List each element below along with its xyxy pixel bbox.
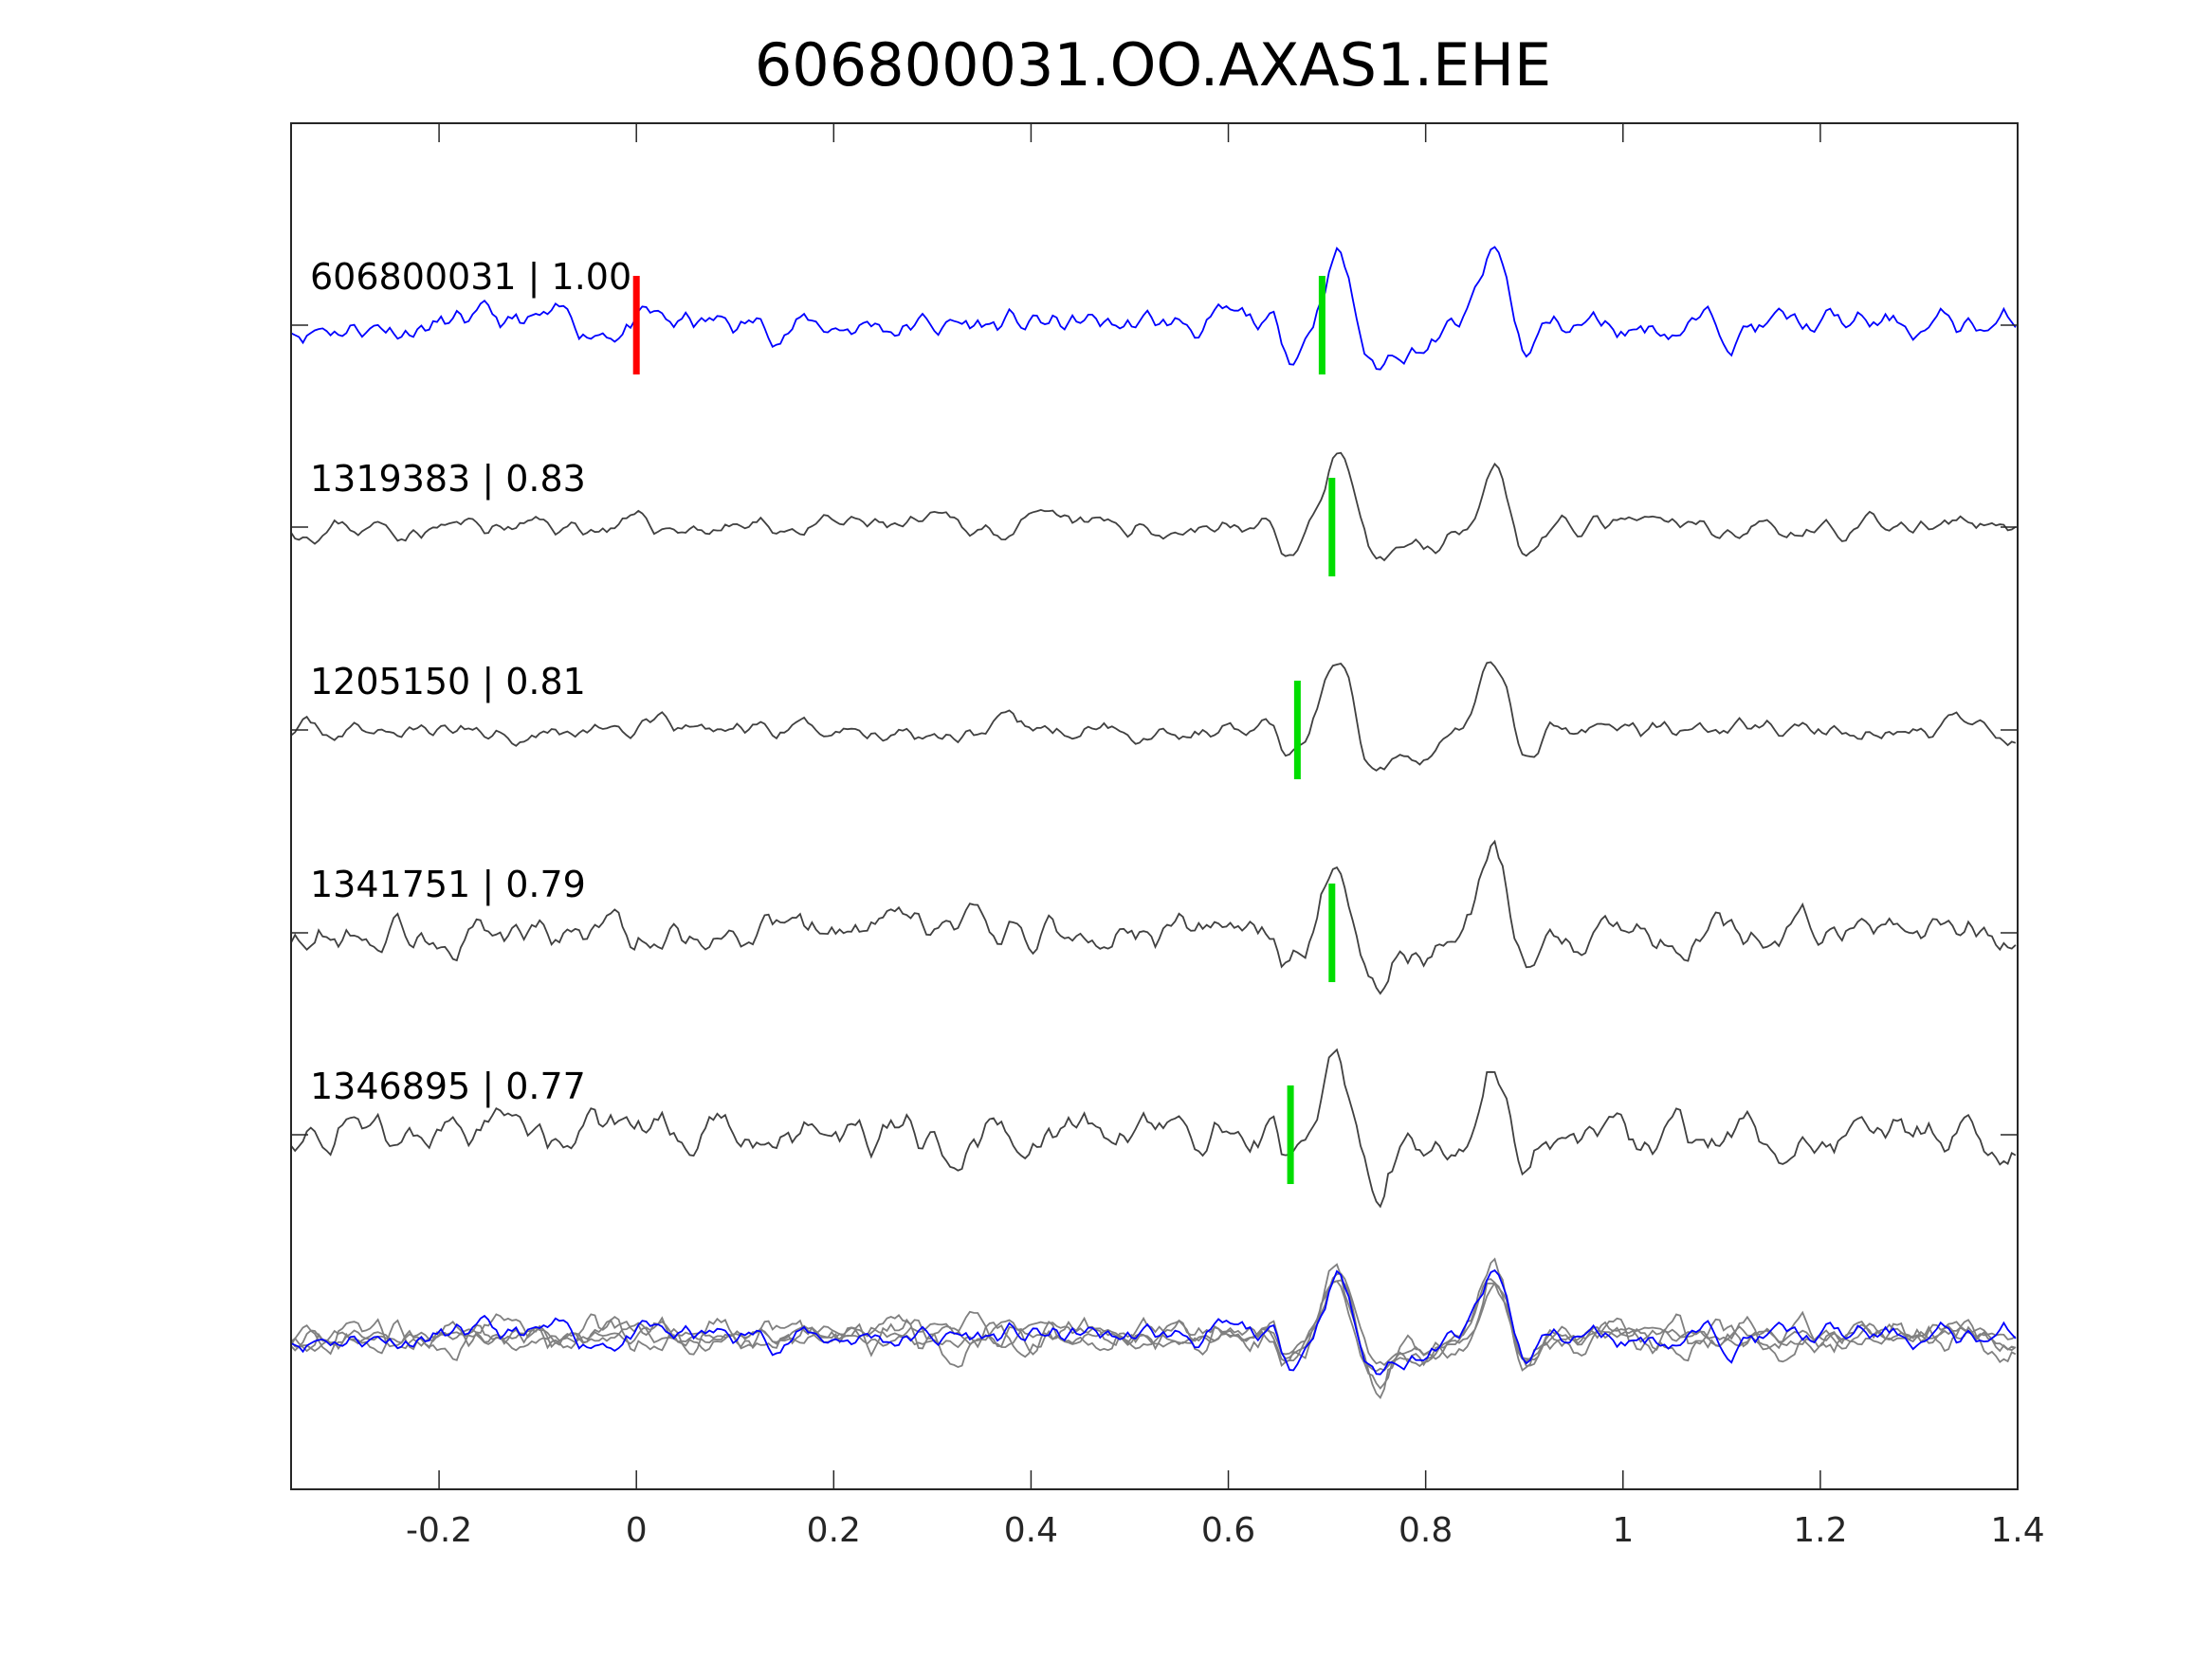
stack-reference-trace [290, 1268, 2017, 1376]
x-tick-label: 1 [1612, 1511, 1634, 1550]
trace-label: 1346895 | 0.77 [310, 1066, 586, 1108]
trace-label: 1341751 | 0.79 [310, 864, 586, 906]
chart-title: 606800031.OO.AXAS1.EHE [755, 30, 1551, 100]
axes-box [290, 122, 2019, 1490]
x-tick-label: 0.6 [1201, 1511, 1255, 1550]
trace-waveform [290, 839, 2017, 995]
trace-label: 1319383 | 0.83 [310, 458, 586, 501]
x-tick-label: 1.2 [1793, 1511, 1847, 1550]
trace-waveform [290, 661, 2017, 772]
trace-waveform [290, 451, 2017, 562]
x-tick-label: 0.8 [1398, 1511, 1453, 1550]
trace-waveform [290, 1048, 2017, 1209]
stack-trace [290, 1272, 2017, 1366]
traces-group: 606800031 | 1.00 1319383 | 0.83 1205150 | … [290, 246, 2018, 1400]
stack-trace [290, 1263, 2017, 1400]
trace-waveform [290, 246, 2017, 371]
trace-label: 1205150 | 0.81 [310, 661, 586, 703]
x-axis: -0.2 0 0.2 0.4 0.6 0.8 1 1.2 1.4 [406, 123, 2045, 1550]
x-tick-label: 0.4 [1004, 1511, 1058, 1550]
x-tick-label: 1.4 [1990, 1511, 2044, 1550]
trace-label: 606800031 | 1.00 [310, 256, 631, 299]
x-tick-label: 0 [626, 1511, 648, 1550]
stack-trace [290, 1257, 2017, 1390]
x-tick-label: 0.2 [807, 1511, 861, 1550]
x-tick-label: -0.2 [406, 1511, 472, 1550]
